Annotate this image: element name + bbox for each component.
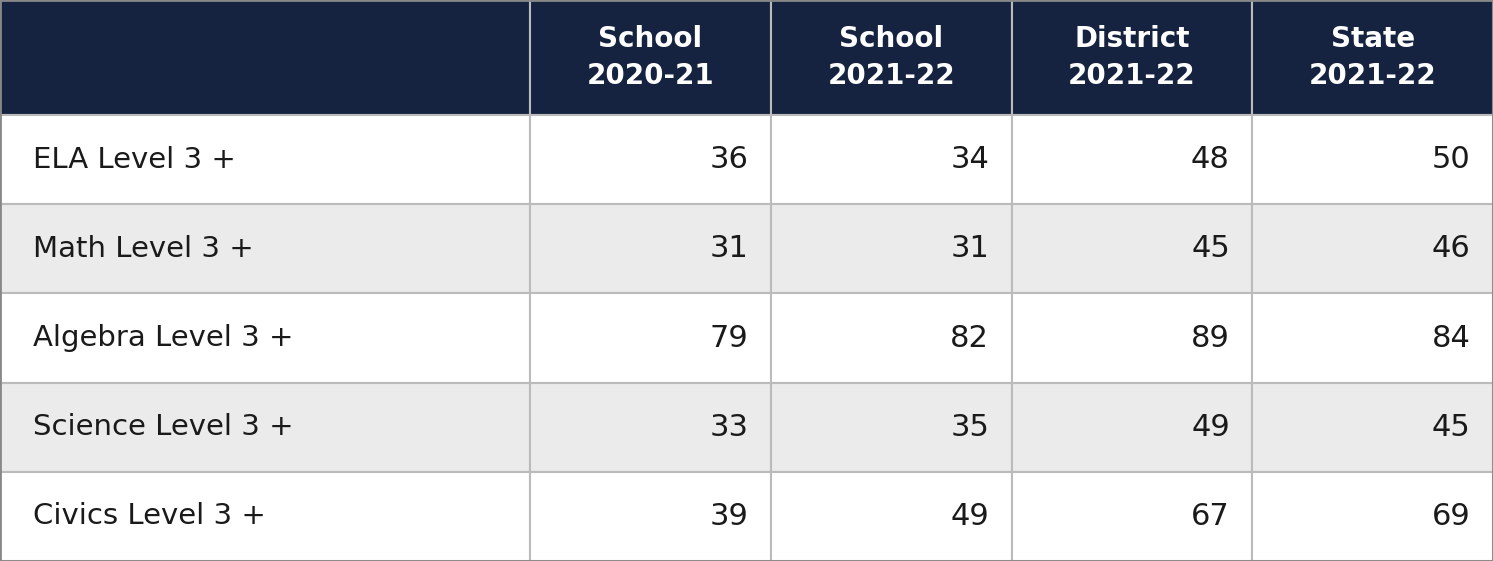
Bar [0,383,530,472]
Bar [770,204,1012,293]
Text: 2020-21: 2020-21 [587,62,714,90]
Bar [1253,0,1493,115]
Text: State: State [1330,25,1415,53]
Bar [1011,472,1253,561]
Text: 31: 31 [950,234,988,263]
Bar [1011,0,1253,115]
Text: 2021-22: 2021-22 [1067,62,1196,90]
Bar [530,293,770,383]
Bar [770,472,1012,561]
Text: 84: 84 [1432,324,1471,352]
Text: 49: 49 [951,502,988,531]
Text: ELA Level 3 +: ELA Level 3 + [33,146,236,173]
Text: Math Level 3 +: Math Level 3 + [33,235,254,263]
Bar [530,204,770,293]
Text: 39: 39 [709,502,748,531]
Text: 31: 31 [709,234,748,263]
Text: 2021-22: 2021-22 [1309,62,1436,90]
Text: 36: 36 [709,145,748,174]
Bar [1253,204,1493,293]
Text: District: District [1073,25,1190,53]
Text: 49: 49 [1191,413,1230,442]
Bar [770,0,1012,115]
Text: 35: 35 [950,413,988,442]
Text: Civics Level 3 +: Civics Level 3 + [33,503,266,530]
Bar [1253,115,1493,204]
Text: 2021-22: 2021-22 [827,62,956,90]
Text: 34: 34 [950,145,988,174]
Bar [1253,383,1493,472]
Bar [770,293,1012,383]
Bar [1253,293,1493,383]
Text: 45: 45 [1432,413,1471,442]
Text: 45: 45 [1191,234,1230,263]
Text: Science Level 3 +: Science Level 3 + [33,413,294,441]
Bar [530,0,770,115]
Text: 48: 48 [1191,145,1230,174]
Bar [1253,472,1493,561]
Bar [1011,383,1253,472]
Text: 89: 89 [1191,324,1230,352]
Bar [1011,204,1253,293]
Text: 33: 33 [709,413,748,442]
Bar [0,0,530,115]
Text: 50: 50 [1432,145,1471,174]
Text: 69: 69 [1432,502,1471,531]
Text: School: School [839,25,944,53]
Bar [770,383,1012,472]
Bar [0,293,530,383]
Bar [0,472,530,561]
Text: 67: 67 [1191,502,1230,531]
Bar [530,115,770,204]
Bar [1011,115,1253,204]
Bar [530,472,770,561]
Text: 46: 46 [1432,234,1471,263]
Text: Algebra Level 3 +: Algebra Level 3 + [33,324,293,352]
Text: 82: 82 [950,324,988,352]
Bar [1011,293,1253,383]
Bar [0,115,530,204]
Bar [770,115,1012,204]
Bar [530,383,770,472]
Text: School: School [599,25,702,53]
Bar [0,204,530,293]
Text: 79: 79 [709,324,748,352]
